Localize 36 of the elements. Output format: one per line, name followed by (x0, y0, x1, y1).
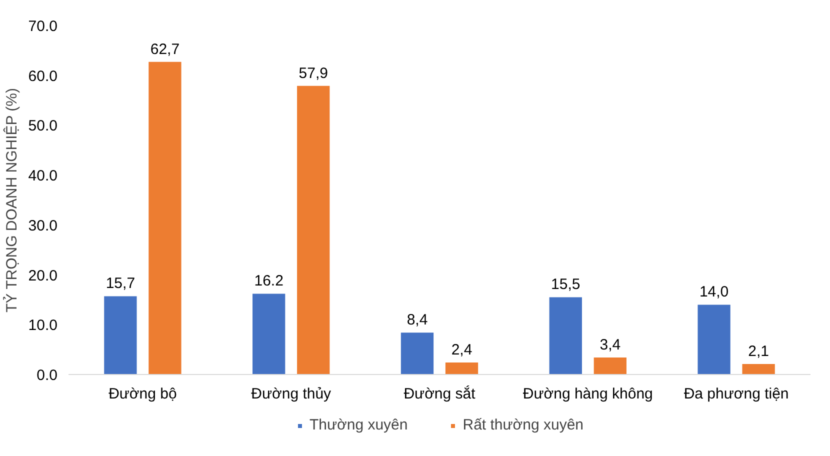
x-tick-label: Đa phương tiện (684, 386, 789, 402)
data-label: 3,4 (600, 336, 621, 354)
bar (252, 294, 286, 374)
y-tick-label: 0.0 (36, 367, 58, 384)
data-label: 2,4 (451, 342, 472, 359)
data-label: 16.2 (254, 272, 284, 290)
data-label: 57,9 (298, 64, 328, 82)
y-tick-label: 30.0 (28, 217, 58, 234)
bar (698, 304, 730, 374)
y-tick-label: 60.0 (28, 68, 58, 85)
bar (297, 86, 330, 374)
bar (400, 332, 434, 374)
y-tick-label: 20.0 (28, 267, 58, 284)
y-tick-label: 40.0 (28, 168, 58, 185)
bar (742, 364, 775, 374)
bar (549, 297, 582, 374)
data-label: 8,4 (406, 312, 428, 329)
bar (148, 62, 182, 374)
data-label: 15,7 (106, 275, 136, 292)
y-axis-title: TỶ TRỌNG DOANH NGHIỆP (%) (2, 88, 20, 313)
data-label: 2,1 (748, 343, 769, 360)
x-tick-label: Đường hàng không (522, 386, 653, 402)
x-tick-label: Đường bộ (108, 386, 177, 402)
bar (594, 358, 626, 374)
legend-label: Rất thường xuyên (462, 416, 584, 434)
bar (104, 296, 137, 374)
y-tick-label: 10.0 (28, 317, 58, 334)
legend-label: Thường xuyên (309, 416, 408, 434)
data-label: 14,0 (699, 284, 729, 301)
data-label: 62,7 (150, 40, 180, 58)
bar (445, 362, 478, 374)
x-tick-label: Đường sắt (404, 384, 476, 402)
x-tick-label: Đường thủy (251, 386, 332, 402)
y-tick-label: 50.0 (28, 118, 58, 135)
y-tick-label: 70.0 (28, 18, 58, 35)
data-label: 15,5 (551, 276, 580, 294)
